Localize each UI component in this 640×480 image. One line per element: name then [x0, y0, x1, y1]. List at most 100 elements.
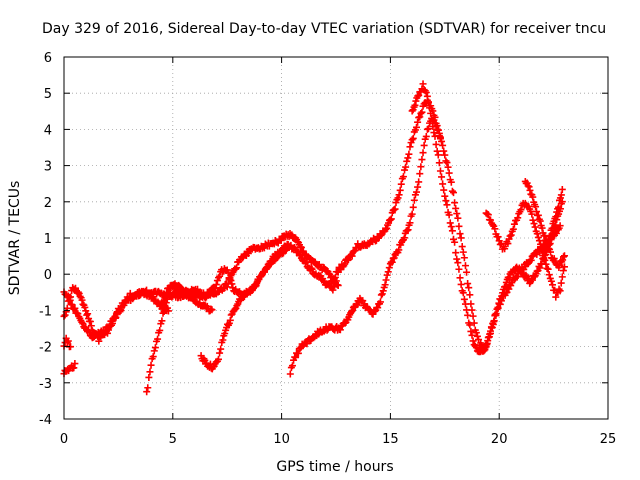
data-point — [468, 331, 476, 339]
data-point — [64, 337, 72, 345]
data-point — [505, 274, 513, 282]
y-tick-label: 3 — [44, 160, 52, 175]
x-tick-label: 20 — [491, 432, 508, 447]
data-point — [506, 232, 514, 240]
data-point — [494, 233, 502, 241]
data-point — [405, 150, 413, 158]
series-sat-m — [539, 185, 566, 260]
data-point — [226, 316, 234, 324]
data-point — [211, 284, 219, 292]
data-point — [386, 216, 394, 224]
data-point — [531, 223, 539, 231]
x-tick-label: 0 — [60, 432, 68, 447]
data-point — [541, 256, 549, 264]
data-point — [456, 274, 464, 282]
data-point — [348, 307, 356, 315]
data-point — [431, 113, 439, 121]
data-point — [414, 118, 422, 126]
y-tick-label: -1 — [39, 304, 52, 319]
data-point — [545, 271, 553, 279]
data-point — [95, 337, 103, 345]
series-sat-c — [60, 284, 172, 345]
x-tick-label: 25 — [600, 432, 617, 447]
data-point — [441, 192, 449, 200]
data-point — [450, 189, 458, 197]
data-point — [434, 126, 442, 134]
data-point — [543, 241, 551, 249]
data-point — [501, 282, 509, 290]
data-point — [70, 305, 78, 313]
data-point — [417, 109, 425, 117]
data-point — [517, 206, 525, 214]
data-point — [294, 349, 302, 357]
data-point — [497, 296, 505, 304]
data-point — [433, 147, 441, 155]
data-point — [395, 191, 403, 199]
data-point — [415, 91, 423, 99]
data-point — [296, 250, 304, 258]
data-point — [460, 295, 468, 303]
data-point — [489, 320, 497, 328]
data-point — [413, 188, 421, 196]
y-tick-label: -4 — [39, 413, 52, 428]
data-point — [441, 151, 449, 159]
data-point — [484, 211, 492, 219]
data-point — [438, 173, 446, 181]
data-point — [348, 308, 356, 316]
data-point — [65, 297, 73, 305]
data-point — [396, 186, 404, 194]
data-point — [417, 163, 425, 171]
data-point — [545, 233, 553, 241]
data-point — [436, 133, 444, 141]
data-point — [560, 253, 568, 261]
data-point — [147, 361, 155, 369]
data-point — [422, 132, 430, 140]
series-sat-h — [286, 114, 444, 378]
x-tick-label: 5 — [169, 432, 177, 447]
data-point — [504, 240, 512, 248]
series-sat-j — [408, 80, 566, 356]
data-point — [550, 255, 558, 263]
data-point — [161, 303, 169, 311]
data-point — [297, 243, 305, 251]
data-point — [382, 276, 390, 284]
data-point — [144, 384, 152, 392]
data-point — [219, 336, 227, 344]
data-point — [546, 248, 554, 256]
data-point — [552, 229, 560, 237]
data-point — [469, 337, 477, 345]
data-point — [390, 254, 398, 262]
y-tick-label: -3 — [39, 377, 52, 392]
series-sat-f — [197, 240, 338, 373]
data-point — [408, 210, 416, 218]
series-sat-b — [60, 360, 79, 378]
data-point — [105, 326, 113, 334]
data-point — [232, 265, 240, 273]
series-sat-d — [60, 334, 75, 351]
data-point — [426, 104, 434, 112]
data-point — [494, 303, 502, 311]
y-tick-label: 0 — [44, 268, 52, 283]
data-point — [413, 123, 421, 131]
data-point — [443, 159, 451, 167]
series-sat-k — [482, 199, 568, 301]
data-point — [466, 321, 474, 329]
data-point — [81, 303, 89, 311]
data-point — [549, 281, 557, 289]
data-point — [446, 219, 454, 227]
data-point — [149, 293, 157, 301]
y-tick-label: -2 — [39, 341, 52, 356]
data-point — [458, 243, 466, 251]
data-point — [70, 364, 78, 372]
data-point — [534, 233, 542, 241]
data-point — [552, 293, 560, 301]
data-point — [447, 178, 455, 186]
data-point — [547, 277, 555, 285]
data-point — [404, 226, 412, 234]
data-point — [301, 259, 309, 267]
data-point — [460, 254, 468, 262]
data-point — [499, 289, 507, 297]
data-point — [438, 137, 446, 145]
y-tick-label: 1 — [44, 232, 52, 247]
data-point — [552, 213, 560, 221]
